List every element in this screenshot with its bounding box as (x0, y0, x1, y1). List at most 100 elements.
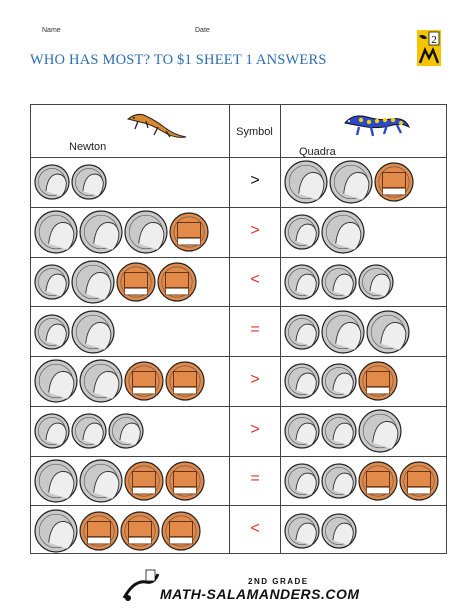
penny-coin-icon (157, 262, 197, 302)
dime-coin-icon (34, 164, 70, 200)
nickel-coin-icon (79, 359, 123, 403)
dime-coin-icon (284, 513, 320, 549)
newton-coins (34, 407, 226, 456)
nickel-coin-icon (71, 260, 115, 304)
table-row: < (31, 505, 446, 555)
quadra-salamander-icon (344, 115, 411, 137)
dime-coin-icon (284, 314, 320, 350)
penny-coin-icon (124, 361, 164, 401)
penny-coin-icon (124, 461, 164, 501)
quadra-coins (284, 158, 444, 207)
quadra-coins (284, 258, 444, 307)
dime-coin-icon (71, 413, 107, 449)
nickel-coin-icon (34, 210, 78, 254)
quadra-coins (284, 457, 444, 506)
quadra-coins (284, 506, 444, 555)
penny-coin-icon (169, 212, 209, 252)
quadra-coins (284, 357, 444, 406)
newton-coins (34, 457, 226, 506)
name-date-line: Name Date (30, 27, 444, 39)
salamander-logo: 2 (417, 30, 441, 66)
penny-coin-icon (116, 262, 156, 302)
comparison-table: Newton Symbol Quadra > > < = > > = < (30, 104, 447, 554)
table-header: Newton Symbol Quadra (31, 105, 446, 158)
comparison-symbol: > (250, 221, 260, 239)
name-label: Name (42, 27, 61, 34)
nickel-coin-icon (321, 210, 365, 254)
newton-coins (34, 258, 226, 307)
table-row: > (31, 356, 446, 406)
dime-coin-icon (71, 164, 107, 200)
dime-coin-icon (358, 264, 394, 300)
newton-coins (34, 357, 226, 406)
dime-coin-icon (34, 314, 70, 350)
penny-coin-icon (358, 361, 398, 401)
nickel-coin-icon (366, 310, 410, 354)
footer-brand: MATH-SALAMANDERS.COM (160, 586, 360, 602)
nickel-coin-icon (34, 359, 78, 403)
penny-coin-icon (161, 511, 201, 551)
nickel-coin-icon (71, 310, 115, 354)
quadra-coins (284, 407, 444, 456)
nickel-coin-icon (79, 210, 123, 254)
comparison-symbol: < (250, 271, 260, 289)
col-header-newton: Newton (69, 141, 107, 153)
table-row: < (31, 256, 446, 307)
dime-coin-icon (321, 463, 357, 499)
quadra-coins (284, 307, 444, 356)
dime-coin-icon (321, 264, 357, 300)
dime-coin-icon (284, 413, 320, 449)
dime-coin-icon (284, 463, 320, 499)
penny-coin-icon (165, 361, 205, 401)
dime-coin-icon (284, 363, 320, 399)
table-row: > (31, 157, 446, 207)
dime-coin-icon (284, 264, 320, 300)
dime-coin-icon (284, 214, 320, 250)
quadra-coins (284, 208, 444, 257)
date-label: Date (195, 27, 210, 34)
footer-grade: 2ND GRADE (248, 577, 309, 586)
dime-coin-icon (321, 413, 357, 449)
penny-coin-icon (358, 461, 398, 501)
comparison-symbol: > (250, 420, 260, 438)
penny-coin-icon (399, 461, 439, 501)
comparison-symbol: > (250, 370, 260, 388)
nickel-coin-icon (321, 310, 365, 354)
nickel-coin-icon (79, 459, 123, 503)
newton-coins (34, 506, 226, 555)
comparison-symbol: > (250, 171, 260, 189)
newton-coins (34, 307, 226, 356)
comparison-symbol: = (250, 470, 260, 488)
footer-branding: 2ND GRADE MATH-SALAMANDERS.COM (0, 568, 474, 608)
logo-grade: 2 (431, 34, 437, 46)
penny-coin-icon (79, 511, 119, 551)
table-row: = (31, 455, 446, 506)
penny-coin-icon (165, 461, 205, 501)
nickel-coin-icon (329, 160, 373, 204)
nickel-coin-icon (124, 210, 168, 254)
salamander-footer-icon (122, 569, 160, 601)
col-header-quadra: Quadra (299, 146, 336, 158)
comparison-symbol: < (250, 520, 260, 538)
table-divider-left (229, 105, 230, 553)
newton-coins (34, 208, 226, 257)
nickel-coin-icon (284, 160, 328, 204)
penny-coin-icon (120, 511, 160, 551)
dime-coin-icon (34, 264, 70, 300)
col-header-symbol: Symbol (236, 126, 273, 138)
dime-coin-icon (108, 413, 144, 449)
dime-coin-icon (321, 513, 357, 549)
newton-coins (34, 158, 226, 207)
comparison-symbol: = (250, 321, 260, 339)
dime-coin-icon (34, 413, 70, 449)
penny-coin-icon (374, 162, 414, 202)
table-divider-right (280, 105, 281, 553)
page-title: WHO HAS MOST? TO $1 SHEET 1 ANSWERS (30, 52, 327, 68)
table-row: > (31, 405, 446, 456)
nickel-coin-icon (358, 409, 402, 453)
newton-salamander-icon (126, 113, 187, 138)
dime-coin-icon (321, 363, 357, 399)
nickel-coin-icon (34, 509, 78, 553)
table-row: = (31, 306, 446, 356)
nickel-coin-icon (34, 459, 78, 503)
